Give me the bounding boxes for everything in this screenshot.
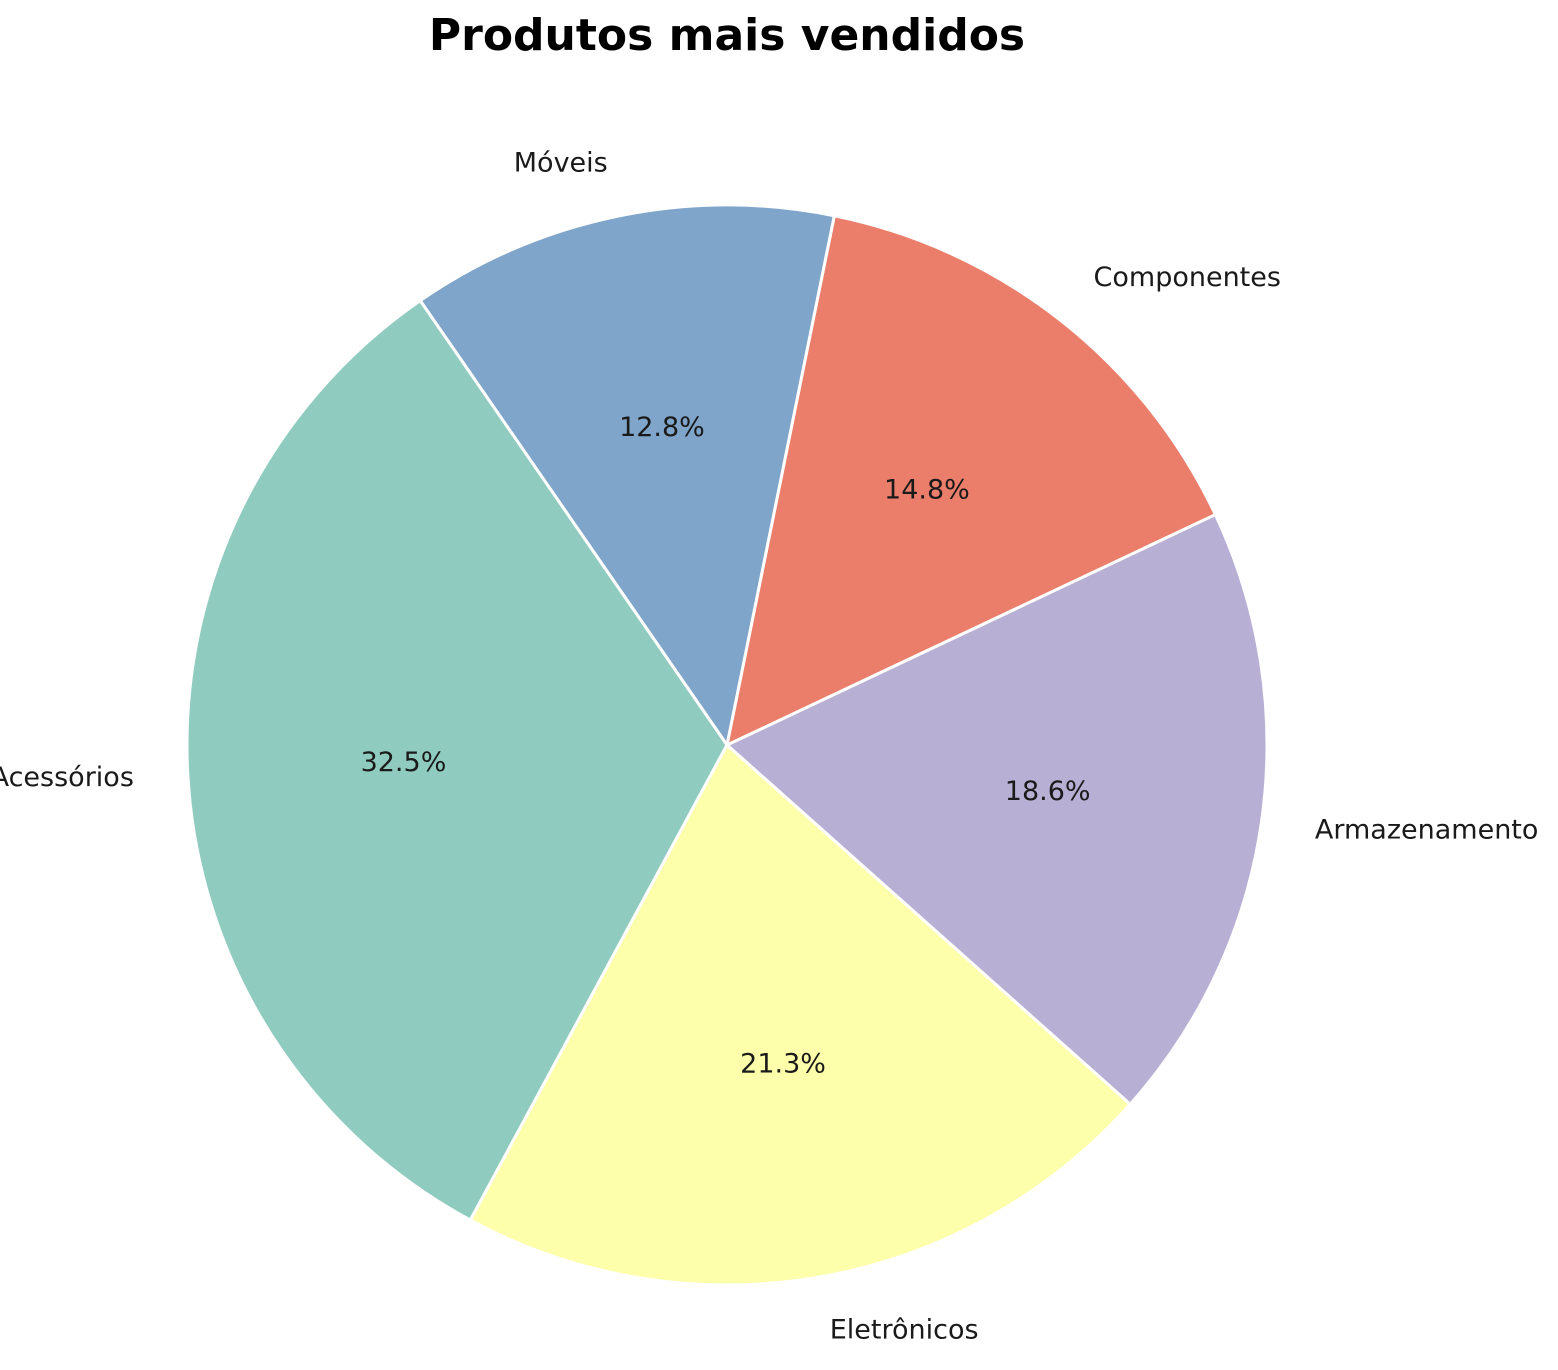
pie-percent-label: 18.6% xyxy=(1005,776,1091,807)
pie-slice-eletronicos xyxy=(468,743,1132,1287)
pie-slices xyxy=(185,203,1269,1287)
pie-percent-labels: 18.6% 14.8% 12.8% 32.5% 21.3% xyxy=(361,412,1091,1080)
pie-percent-label: 12.8% xyxy=(619,412,705,443)
pie-percent-label: 14.8% xyxy=(884,475,970,506)
pie-percent-label: 32.5% xyxy=(361,747,447,778)
pie-slice-componentes xyxy=(725,214,1217,747)
pie-category-label-moveis: Móveis xyxy=(514,148,608,179)
pie-category-label-armazenamento: Armazenamento xyxy=(1315,814,1539,845)
pie-slice-moveis xyxy=(418,203,836,747)
pie-category-label-eletronicos: Eletrônicos xyxy=(830,1315,979,1346)
pie-category-labels: Armazenamento Componentes Móveis Acessórios… xyxy=(0,148,1538,1346)
pie-category-label-componentes: Componentes xyxy=(1094,262,1281,293)
pie-slice-acessorios xyxy=(185,299,729,1222)
chart-title: Produtos mais vendidos xyxy=(428,10,1026,61)
pie-percent-label: 21.3% xyxy=(740,1049,826,1080)
pie-category-label-acessorios: Acessórios xyxy=(0,762,134,793)
pie-slice-armazenamento xyxy=(725,513,1269,1106)
